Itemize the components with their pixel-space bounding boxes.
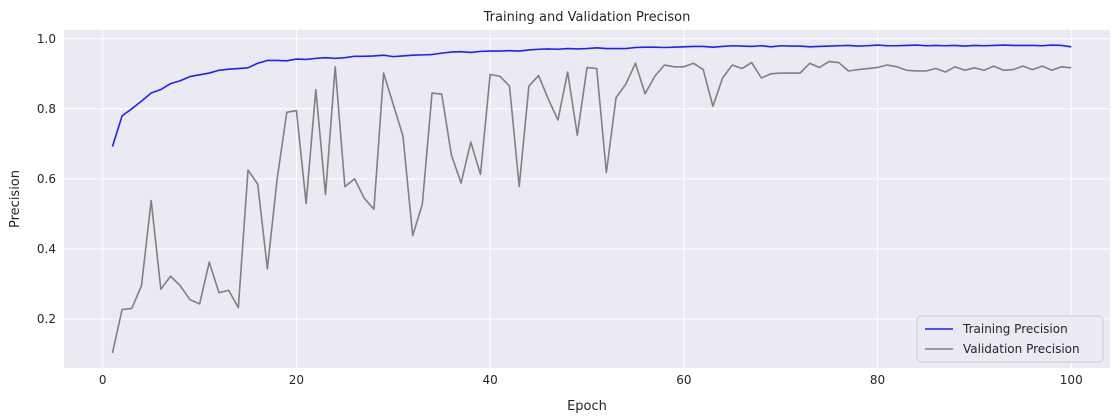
x-tick-labels: 0 20 40 60 80 100 — [99, 373, 1083, 387]
y-tick-label: 0.4 — [37, 242, 56, 256]
x-axis-label: Epoch — [567, 399, 607, 414]
x-tick-label: 100 — [1060, 373, 1083, 387]
legend-label-validation: Validation Precision — [963, 342, 1080, 356]
legend-label-training: Training Precision — [962, 322, 1068, 336]
x-tick-label: 20 — [289, 373, 304, 387]
x-tick-label: 0 — [99, 373, 107, 387]
y-tick-label: 0.2 — [37, 312, 56, 326]
y-axis-label: Precision — [8, 170, 23, 228]
legend: Training Precision Validation Precision — [916, 315, 1104, 363]
chart-title: Training and Validation Precison — [483, 10, 691, 25]
series-layer — [111, 44, 1072, 354]
plot-background — [64, 30, 1110, 368]
y-tick-labels: 0.2 0.4 0.6 0.8 1.0 — [37, 32, 56, 326]
y-tick-label: 0.6 — [37, 172, 56, 186]
x-tick-label: 60 — [676, 373, 691, 387]
series-line-validation — [111, 60, 1072, 354]
x-tick-label: 40 — [483, 373, 498, 387]
y-tick-label: 1.0 — [37, 32, 56, 46]
legend-box — [916, 315, 1104, 363]
x-tick-label: 80 — [870, 373, 885, 387]
y-tick-label: 0.8 — [37, 102, 56, 116]
series-line-training — [111, 44, 1072, 147]
